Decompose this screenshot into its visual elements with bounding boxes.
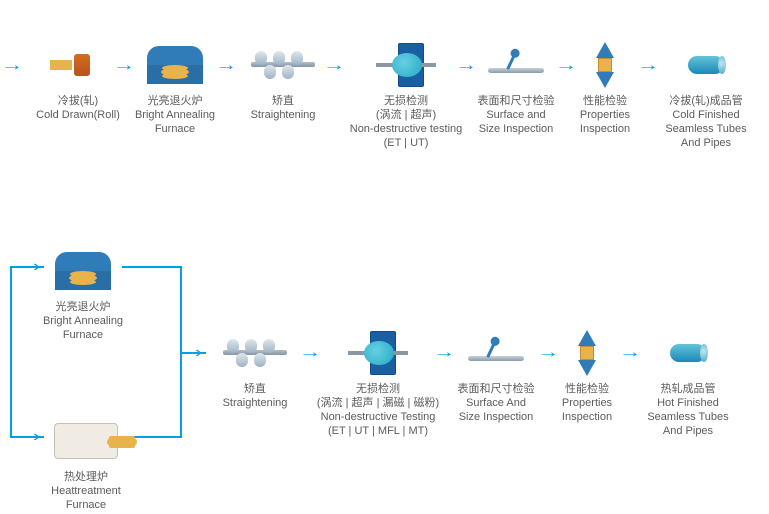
- stage-label-en: Hot Finished Seamless Tubes And Pipes: [647, 396, 728, 438]
- straightening-icon: [251, 51, 315, 79]
- furnace-icon: [55, 252, 111, 290]
- stage-label-zh: 性能检验: [565, 382, 609, 396]
- surface-inspect-icon: [468, 338, 524, 368]
- stage-label-en: Non-destructive Testing (ET | UT | MFL |…: [321, 410, 436, 438]
- pipe-icon: [670, 344, 706, 362]
- stage-label-zh: 无损检测 (涡流 | 超声 | 漏磁 | 磁粉): [317, 382, 439, 410]
- stage-label-en: Cold Drawn(Roll): [36, 108, 120, 122]
- stage-heattreat: 热处理炉 Heattreatment Furnace: [40, 416, 132, 512]
- stage-ndt-1: 无损检测 (涡流 | 超声) Non-destructive testing (…: [342, 40, 470, 150]
- stage-product-2: 热轧成品管 Hot Finished Seamless Tubes And Pi…: [636, 328, 740, 438]
- stage-straightening-2: 矫直 Straightening: [212, 328, 298, 410]
- stage-label-en: Cold Finished Seamless Tubes And Pipes: [665, 108, 746, 150]
- arrow: →: [1, 58, 23, 74]
- stage-label-en: Straightening: [223, 396, 288, 410]
- stage-baf-2: 光亮退火炉 Bright Annealing Furnace: [40, 246, 126, 342]
- stage-properties-2: 性能检验 Properties Inspection: [554, 328, 620, 424]
- stage-label-en: Bright Annealing Furnace: [43, 314, 123, 342]
- stage-label-en: Surface and Size Inspection: [479, 108, 554, 136]
- stage-label-en: Straightening: [251, 108, 316, 122]
- properties-icon: [570, 330, 604, 376]
- stage-label-zh: 表面和尺寸检验: [458, 382, 535, 396]
- stage-label-en: Non-destructive testing (ET | UT): [350, 122, 463, 150]
- cold-drawn-icon: [50, 54, 106, 76]
- stage-baf-1: 光亮退火炉 Bright Annealing Furnace: [132, 40, 218, 136]
- straightening-icon: [223, 339, 287, 367]
- stage-label-zh: 热处理炉: [64, 470, 108, 484]
- stage-straightening-1: 矫直 Straightening: [240, 40, 326, 122]
- stage-surface-2: 表面和尺寸检验 Surface And Size Inspection: [450, 328, 542, 424]
- stage-properties-1: 性能检验 Properties Inspection: [572, 40, 638, 136]
- stage-label-en: Surface And Size Inspection: [459, 396, 534, 424]
- stage-label-zh: 表面和尺寸检验: [478, 94, 555, 108]
- surface-inspect-icon: [488, 50, 544, 80]
- stage-product-1: 冷拔(轧)成品管 Cold Finished Seamless Tubes An…: [654, 40, 758, 150]
- ndt-icon: [354, 331, 402, 375]
- stage-label-zh: 性能检验: [583, 94, 627, 108]
- stage-label-en: Properties Inspection: [580, 108, 630, 136]
- pipe-icon: [688, 56, 724, 74]
- branch-line: [122, 266, 182, 268]
- stage-ndt-2: 无损检测 (涡流 | 超声 | 漏磁 | 磁粉) Non-destructive…: [308, 328, 448, 438]
- stage-label-zh: 光亮退火炉: [56, 300, 111, 314]
- stage-label-zh: 无损检测 (涡流 | 超声): [376, 94, 436, 122]
- arrow: ›: [195, 345, 202, 361]
- stage-label-en: Heattreatment Furnace: [51, 484, 121, 512]
- stage-label-zh: 冷拔(轧)成品管: [669, 94, 742, 108]
- properties-icon: [588, 42, 622, 88]
- stage-label-zh: 光亮退火炉: [148, 94, 203, 108]
- ndt-icon: [382, 43, 430, 87]
- stage-label-zh: 冷拔(轧): [58, 94, 98, 108]
- branch-line: [10, 266, 12, 438]
- stage-label-zh: 热轧成品管: [661, 382, 716, 396]
- stage-label-en: Properties Inspection: [562, 396, 612, 424]
- stage-label-en: Bright Annealing Furnace: [135, 108, 215, 136]
- stage-surface-1: 表面和尺寸检验 Surface and Size Inspection: [470, 40, 562, 136]
- stage-label-zh: 矫直: [272, 94, 294, 108]
- heattreat-icon: [54, 423, 118, 459]
- branch-line: [130, 436, 182, 438]
- arrow: →: [215, 58, 237, 74]
- stage-label-zh: 矫直: [244, 382, 266, 396]
- furnace-icon: [147, 46, 203, 84]
- stage-cold-drawn: 冷拔(轧) Cold Drawn(Roll): [30, 40, 126, 122]
